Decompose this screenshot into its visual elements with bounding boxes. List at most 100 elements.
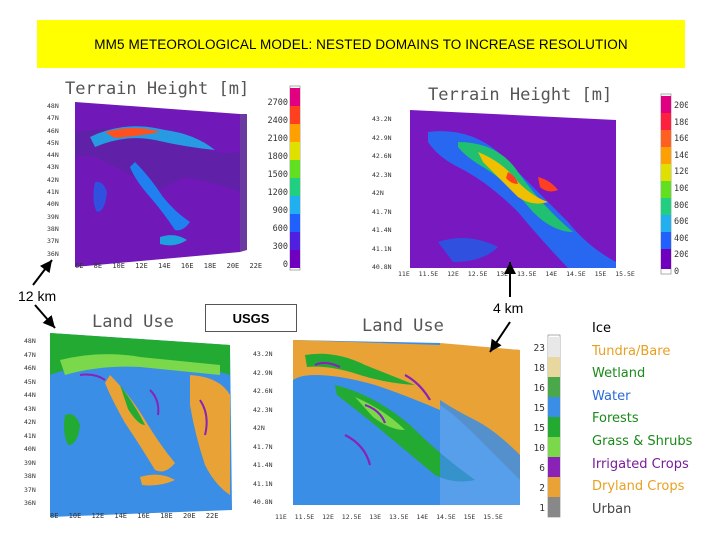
terrain-italy-lon-axis: 6E 8E 10E 12E 14E 16E 18E 20E 22E [75,262,262,270]
landuse-italy-lon-axis: 8E 10E 12E 14E 16E 18E 20E 22E [50,512,218,520]
colorbar-tick-label: 300 [272,242,288,252]
lat-tick-label: 46N [24,364,36,372]
lat-tick-label: 41N [47,188,59,197]
colorbar-tick-label: 1200 [674,167,688,178]
terrain-italy-lat-axis: 48N 47N 46N 45N 44N 43N 42N 41N 40N 39N 38N 37N 36N [47,100,75,260]
legend-item: Forests [592,411,639,427]
lat-tick-label: 42N [253,424,265,432]
lat-tick-label: 41.7N [253,442,273,451]
lon-tick-label: 13.5E [516,270,546,278]
lat-tick-label: 40.8N [253,498,273,506]
lat-tick-label: 41.7N [372,207,392,216]
landuse-italy-map: Land Use [50,312,232,517]
lat-tick-label: 43.2N [372,115,392,123]
lat-tick-label: 40.8N [372,263,392,271]
colorbar-tick-label: 1000 [674,183,688,194]
lon-tick-label: 18E [203,262,227,270]
terrain-italy-map: Terrain Height [m] [65,79,301,271]
lat-tick-label: 42N [372,189,384,197]
terrain-central-colorbar [661,96,671,269]
colorbar-tick-label: 1 [539,503,545,514]
terrain-central-panel: Terrain Height [m] 43.2N 42.9N 42.6N 42.3N 4… [368,72,688,282]
lon-tick-label: 12.5E [341,513,370,521]
colorbar-tick-label: 16 [533,383,545,394]
lat-tick-label: 44N [24,391,36,399]
lon-tick-label: 12E [91,512,115,520]
resolution-4km-label: 4 km [493,300,524,316]
lon-tick-label: 20E [182,512,206,520]
lon-tick-label: 15E [463,513,484,521]
colorbar-tick-label: 15 [533,423,545,434]
terrain-italy-colorbar [290,88,300,268]
colorbar-tick-label: 2 [539,483,545,494]
lon-tick-label: 13E [369,513,389,521]
colorbar-tick-label: 1400 [674,150,688,161]
colorbar-tick-label: 600 [674,217,688,228]
lat-tick-label: 40N [47,200,59,209]
lon-tick-label: 20E [226,262,250,270]
lon-tick-label: 15.5E [615,270,635,278]
landuse-central-lat-axis: 43.2N 42.9N 42.6N 42.3N 42N 41.7N 41.4N 41.1N 40… [253,345,291,512]
lat-tick-label: 46N [47,126,59,135]
lat-tick-label: 43N [24,404,36,413]
colorbar-tick-label: 2100 [267,134,288,144]
terrain-central-lat-axis: 43.2N 42.9N 42.6N 42.3N 42N 41.7N 41.4N 41.1N 40… [372,110,408,277]
landuse-central-lon-axis: 11E 11.5E 12E 12.5E 13E 13.5E 14E 14.5E … [275,513,503,521]
lat-tick-label: 37N [47,237,59,246]
lat-tick-label: 41N [24,431,36,440]
lat-tick-label: 41.4N [253,461,273,469]
lon-tick-label: 22E [249,262,263,270]
lon-tick-label: 18E [160,512,183,520]
lon-tick-label: 11.5E [418,270,448,278]
terrain-central-lon-axis: 11E 11.5E 12E 12.5E 13E 13.5E 14E 14.5E … [398,270,635,278]
resolution-12km-label: 12 km [18,288,57,304]
terrain-italy-colorbar-labels: 2700 2400 2100 1800 1500 1200 900 600 300 0 [262,94,288,274]
terrain-central-title: Terrain Height [m] [428,85,612,105]
landuse-central-colorbar-labels: 23 18 16 15 15 10 6 2 1 [527,339,545,519]
lon-tick-label: 11E [398,270,419,278]
lon-tick-label: 14.5E [436,513,464,521]
landuse-italy-panel: Land Use 48N 47N 46N 45N 44N 43N 42N 41N 40N 39N 3… [20,305,240,530]
lon-tick-label: 11.5E [294,513,323,521]
lat-tick-label: 43N [47,163,59,172]
lat-tick-label: 42.9N [253,368,273,377]
lat-tick-label: 42N [24,418,36,426]
legend-item: Grass & Shrubs [592,433,693,449]
lon-tick-label: 8E [93,262,113,270]
colorbar-tick-label: 1800 [674,117,688,128]
lon-tick-label: 12E [447,270,468,278]
lat-tick-label: 48N [24,337,36,345]
lat-tick-label: 42N [47,175,59,184]
lat-tick-label: 36N [47,249,59,258]
colorbar-tick-label: 1600 [674,134,688,145]
lat-tick-label: 36N [24,499,36,507]
lat-tick-label: 38N [24,472,36,480]
lon-tick-label: 16E [180,262,204,270]
lat-tick-label: 44N [47,151,59,160]
colorbar-tick-label: 600 [272,224,288,234]
lon-tick-label: 14.5E [566,270,595,278]
landuse-central-title: Land Use [362,316,444,336]
colorbar-tick-label: 2400 [267,116,288,126]
lon-tick-label: 10E [112,262,136,270]
lon-tick-label: 13.5E [388,513,417,521]
lon-tick-label: 15E [594,270,616,278]
lon-tick-label: 8E [50,512,69,520]
title-text: MM5 METEOROLOGICAL MODEL: NESTED DOMAINS… [94,36,628,52]
lat-tick-label: 38N [47,224,59,233]
lat-tick-label: 47N [24,350,36,359]
lon-tick-label: 6E [75,262,94,270]
legend-item: Water [592,388,631,404]
lon-tick-label: 11E [275,513,295,521]
colorbar-tick-label: 0 [674,266,680,277]
terrain-italy-title: Terrain Height [m] [65,79,249,99]
colorbar-tick-label: 1500 [267,170,288,180]
terrain-central-colorbar-labels: 2000180016001400120010008006004002000 [674,98,688,281]
lat-tick-label: 42.3N [372,170,392,179]
legend-item: Tundra/Bare [592,343,671,359]
colorbar-tick-label: 1200 [267,188,288,198]
lon-tick-label: 13E [496,270,517,278]
lat-tick-label: 37N [24,485,36,494]
colorbar-tick-label: 400 [674,233,688,244]
lon-tick-label: 16E [137,512,161,520]
